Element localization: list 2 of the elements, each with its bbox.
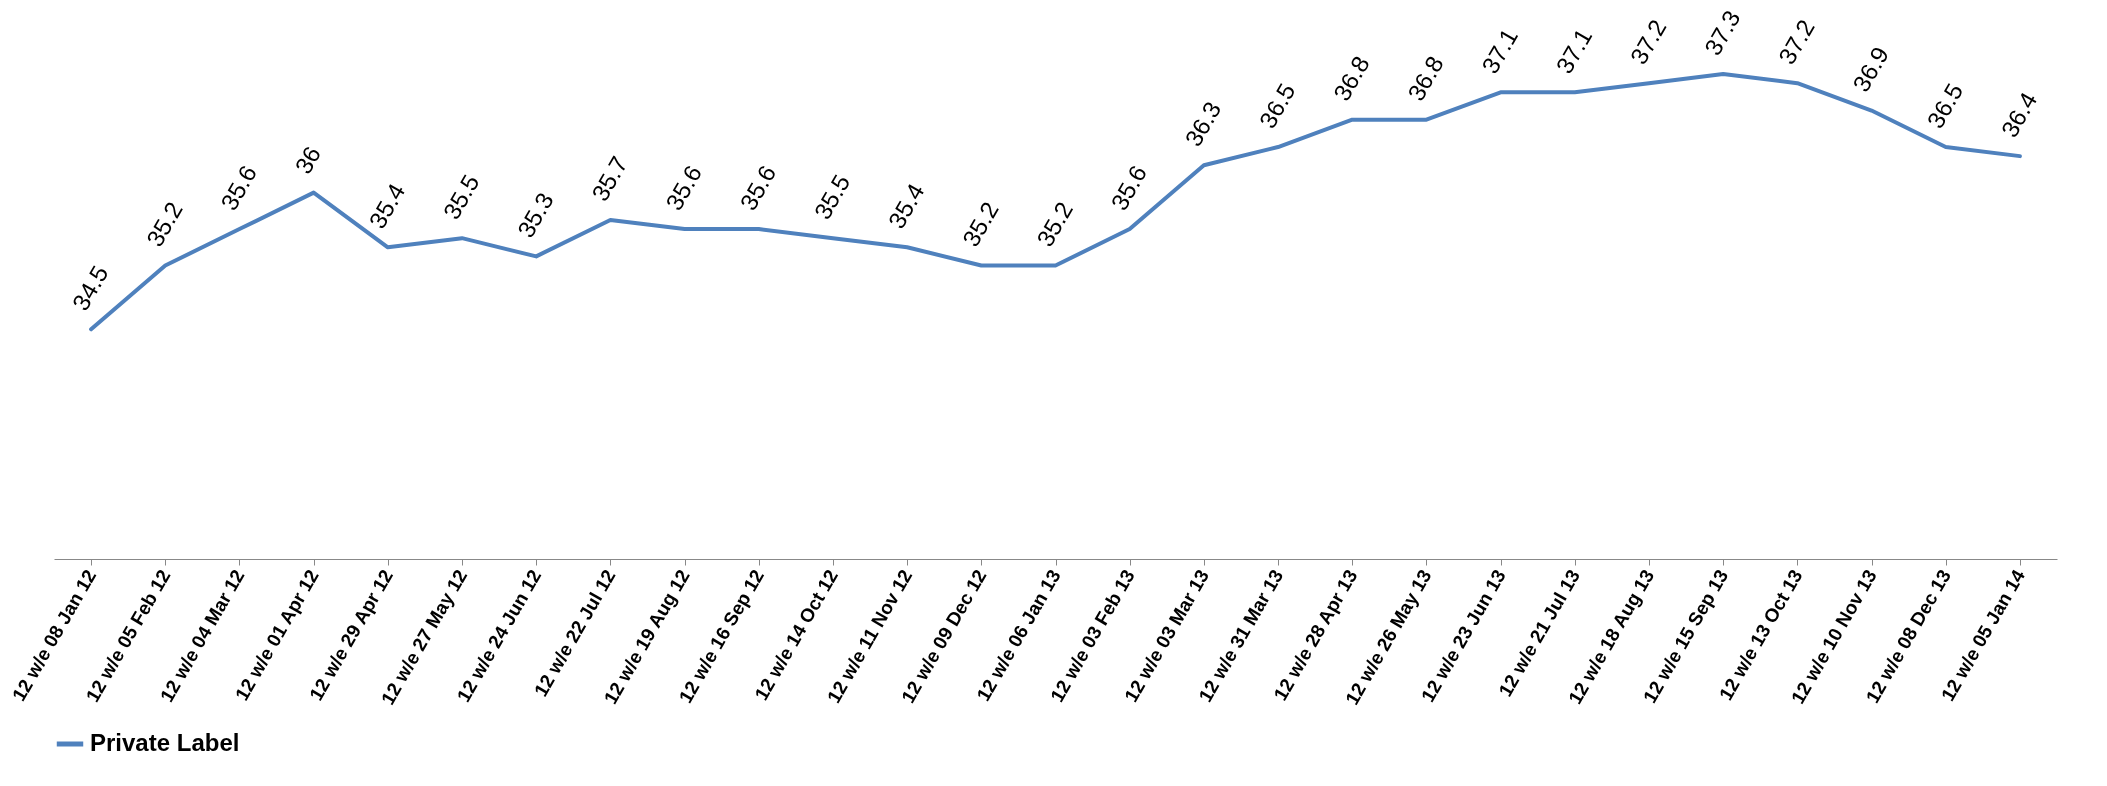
legend-label: Private Label <box>90 729 240 756</box>
data-label: 36 <box>289 141 327 179</box>
